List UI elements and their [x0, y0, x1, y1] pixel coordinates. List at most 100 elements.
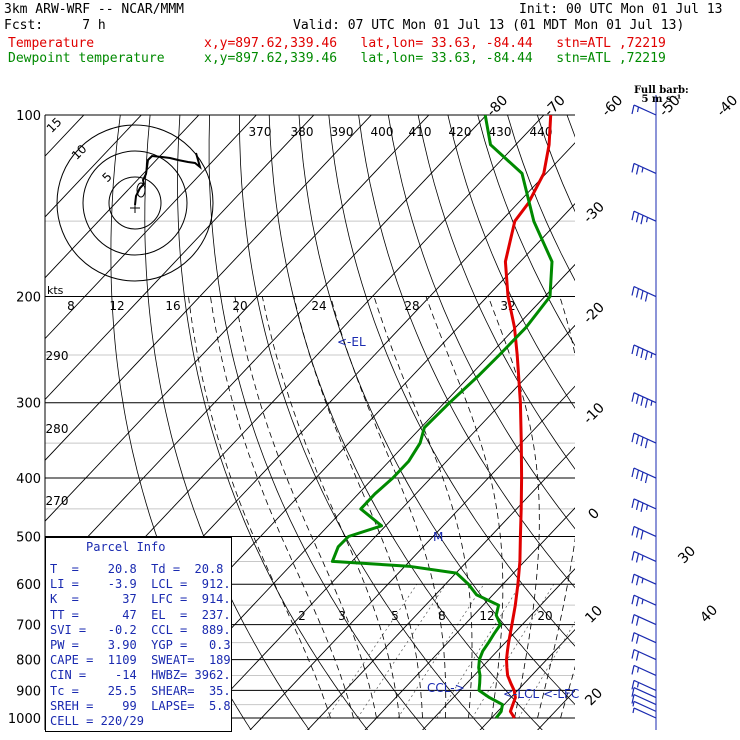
wind-barb-half [636, 667, 640, 673]
wind-barb-flag [640, 215, 644, 225]
wind-barb-shaft [633, 550, 657, 562]
isotherm-label: -60 [599, 92, 626, 119]
location-temperature: x,y=897.62,339.46 lat,lon= 33.63, -84.44… [204, 36, 666, 51]
wind-barb-shaft [633, 573, 657, 585]
mixing-ratio-line [357, 584, 446, 719]
parcel-info-row: PW = 3.90 YGP = 0.3 [50, 638, 231, 652]
isotherm-label: -70 [541, 92, 568, 119]
full-barb-label: Full barb: [634, 85, 689, 96]
wind-barb-flag [631, 432, 635, 443]
theta-label: 370 [249, 125, 272, 139]
isotherm [45, 115, 487, 583]
isotherm [192, 324, 575, 730]
wind-barb-flag [631, 614, 635, 624]
isotherm [364, 507, 575, 730]
hodo-ring-label: 15 [44, 115, 65, 136]
wind-barb-shaft [633, 700, 657, 712]
wind-barb-flag [644, 350, 649, 361]
wind-barb-flag [631, 163, 635, 173]
wind-barb [631, 649, 657, 661]
dry-adiabat [177, 115, 368, 730]
wind-barb-flag [631, 392, 635, 402]
mixing-ratio-label: 8 [438, 609, 446, 623]
hodo-ring-1 [108, 176, 162, 230]
wind-barb-shaft [633, 679, 657, 691]
isotherm-label: 40 [697, 602, 721, 626]
wind-barb [631, 498, 657, 513]
wind-barb-flag [640, 290, 644, 300]
theta-label: 440 [530, 125, 553, 139]
ccl-marker: CCL-> [427, 681, 465, 695]
isotherm-label: -10 [580, 400, 607, 427]
isotherm-label: 0 [585, 505, 603, 523]
dry-adiabat [536, 115, 575, 213]
moist-adiabat [425, 296, 504, 719]
wind-barb [631, 104, 657, 116]
isotherm-label: -30 [580, 199, 607, 226]
wind-barb-shaft [633, 432, 657, 444]
isotherm [709, 87, 740, 730]
wind-barb-flag [631, 694, 635, 704]
isotherm [249, 385, 575, 730]
pressure-label-900: 900 [16, 684, 41, 699]
wind-barb [631, 525, 657, 540]
isotherm [45, 115, 372, 461]
pressure-label-800: 800 [16, 654, 41, 669]
wind-barb-flag [640, 348, 644, 359]
isotherm [45, 115, 257, 340]
hodo-speed-label: 24 [311, 299, 326, 313]
theta-label: 410 [409, 125, 432, 139]
moist-adiabat [560, 665, 575, 719]
dry-adiabat [238, 115, 485, 730]
wind-barb-flag [631, 526, 635, 536]
theta-label-low: 290 [46, 349, 69, 363]
wind-barb-flag [635, 165, 640, 175]
wind-barb-half [636, 106, 640, 113]
wind-barb-shaft [633, 614, 657, 626]
wind-barb-flag [635, 213, 640, 223]
isotherm-label: 20 [582, 685, 606, 709]
parcel-info-row: SVI = -0.2 CCL = 889. [50, 622, 231, 637]
wind-barb-half [632, 701, 635, 707]
mixing-ratio-label: 3 [338, 609, 346, 623]
wind-barb-shaft [633, 707, 657, 719]
wind-barb-flag [640, 502, 644, 513]
isotherm-label: -80 [484, 92, 511, 119]
moist-adiabat [234, 296, 377, 719]
wind-barb-shaft [633, 594, 657, 606]
wind-barb-flag [631, 574, 635, 584]
wind-barb-flag [635, 553, 640, 563]
theta-label: 420 [449, 125, 472, 139]
mixing-ratio-line [518, 621, 575, 719]
wind-barb [632, 700, 657, 712]
mixing-ratio-label: 5 [391, 609, 399, 623]
wind-barb [631, 550, 657, 563]
wind-barb-flag [631, 687, 635, 697]
wind-barb-flag [635, 469, 640, 480]
mixing-ratio-line [471, 584, 555, 719]
wind-barb [631, 467, 657, 484]
legend-temperature: Temperature [8, 36, 95, 51]
dewpoint-trace [330, 115, 554, 719]
hodo-speed-label: 8 [67, 299, 75, 313]
wind-barb-flag [640, 471, 644, 482]
moist-adiabat [584, 297, 698, 719]
dry-adiabat [566, 115, 575, 138]
wind-barb [631, 285, 657, 302]
wind-barb-half [645, 217, 649, 223]
wind-barb-flag [631, 344, 635, 355]
isotherm [45, 115, 315, 401]
pressure-label-1000: 1000 [8, 712, 41, 727]
wind-barb-half [636, 682, 640, 688]
wind-barb-flag [631, 286, 635, 296]
wind-barb-flag [631, 498, 635, 509]
wind-barb-flag [631, 665, 635, 675]
parcel-info-box: Parcel Info T = 20.8 Td = 20.8 LI = -3.9 … [45, 537, 232, 732]
wind-barb-flag [635, 288, 640, 298]
parcel-info-row: CELL = 220/29 [50, 714, 144, 728]
moist-adiabat [373, 296, 473, 719]
forecast-hour: Fcst: 7 h [4, 18, 106, 33]
isotherm [45, 115, 430, 522]
valid-time: Valid: 07 UTC Mon 01 Jul 13 (01 MDT Mon … [293, 18, 685, 33]
wind-barb-flag [644, 438, 649, 449]
